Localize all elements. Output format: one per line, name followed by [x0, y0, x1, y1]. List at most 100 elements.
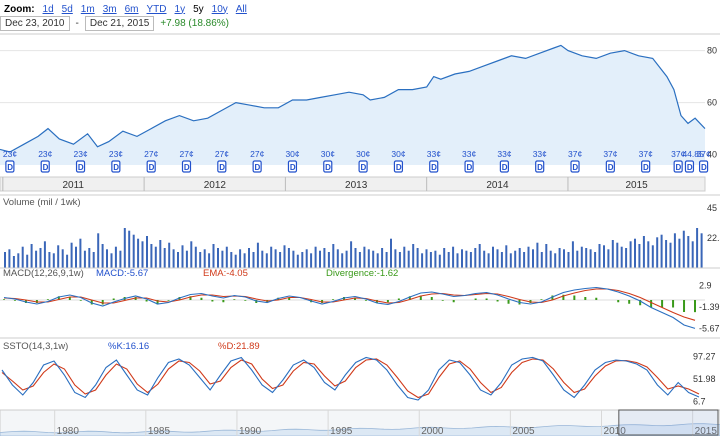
dividend-marker[interactable] [252, 160, 262, 173]
volume-bar [603, 245, 605, 268]
volume-bar [554, 253, 557, 268]
dividend-label: 33¢ [533, 149, 547, 159]
dividend-marker-letter: D [219, 163, 225, 172]
dividend-marker[interactable] [40, 160, 50, 173]
range-end-field[interactable]: Dec 21, 2015 [84, 15, 155, 31]
zoom-option-5y[interactable]: 5y [193, 3, 204, 15]
volume-bar [691, 241, 694, 268]
volume-bar [17, 253, 20, 268]
volume-bar [678, 238, 681, 268]
dividend-marker[interactable] [605, 160, 615, 173]
dividend-marker-letter: D [255, 163, 261, 172]
dividend-marker[interactable] [673, 160, 683, 173]
dividend-label: 23¢ [38, 149, 52, 159]
dividend-marker[interactable] [181, 160, 192, 173]
volume-bar [221, 250, 224, 268]
volume-bar [372, 250, 375, 268]
zoom-option-1m[interactable]: 1m [80, 3, 95, 15]
volume-bar [403, 246, 406, 268]
volume-bar [234, 254, 237, 268]
volume-bar [478, 244, 481, 268]
volume-title: Volume (mil / 1wk) [3, 197, 81, 208]
dividend-marker[interactable] [499, 160, 509, 173]
volume-bar [61, 249, 64, 268]
dividend-marker[interactable] [217, 160, 227, 173]
volume-bar [79, 238, 82, 268]
zoom-bar: Zoom: 1d 5d 1m 3m 6m YTD 1y 5y 10y All [4, 2, 247, 16]
volume-bar [4, 252, 6, 268]
volume-bar [536, 242, 539, 268]
volume-bar [261, 250, 264, 268]
volume-bar [523, 252, 526, 268]
dividend-marker-letter: D [396, 163, 402, 172]
zoom-option-1d[interactable]: 1d [42, 3, 54, 15]
navigator-year-label: 1990 [239, 426, 262, 436]
dividend-marker[interactable] [464, 160, 474, 173]
volume-bar [376, 253, 379, 268]
volume-bar [438, 254, 441, 268]
year-label: 2015 [625, 180, 648, 191]
dividend-marker[interactable] [5, 160, 15, 173]
navigator-window[interactable] [618, 409, 719, 436]
volume-bar [687, 236, 690, 268]
dividend-marker[interactable] [323, 160, 333, 173]
ssto-y-tick: 51.98 [693, 374, 716, 384]
volume-bar [638, 244, 641, 268]
dividend-marker[interactable] [698, 160, 709, 173]
volume-bar [190, 241, 193, 268]
dividend-marker[interactable] [358, 160, 368, 173]
dividend-marker[interactable] [111, 160, 121, 173]
dividend-marker-letter: D [701, 163, 707, 172]
volume-bar [30, 244, 33, 268]
dividend-marker[interactable] [75, 160, 86, 173]
zoom-option-6m[interactable]: 6m [124, 3, 139, 15]
macd-header: MACD(12,26,9,1w) MACD:-5.67 EMA:-4.05 Di… [3, 268, 398, 279]
volume-bar [168, 242, 171, 268]
zoom-option-10y[interactable]: 10y [211, 3, 228, 15]
volume-bar [310, 253, 313, 268]
dividend-marker[interactable] [393, 160, 404, 173]
volume-bar [332, 244, 335, 268]
zoom-option-1y[interactable]: 1y [174, 3, 186, 15]
volume-bar [106, 249, 108, 268]
zoom-option-5d[interactable]: 5d [61, 3, 73, 15]
dividend-marker-letter: D [7, 163, 13, 172]
volume-bar [48, 252, 51, 268]
dividend-marker[interactable] [287, 160, 298, 173]
volume-bar [367, 249, 370, 268]
ssto-y-tick: 97.27 [693, 351, 716, 361]
dividend-marker[interactable] [684, 160, 695, 173]
zoom-options: 1d 5d 1m 3m 6m YTD 1y 5y 10y All [43, 4, 247, 15]
volume-bar [199, 252, 202, 268]
dividend-label: 30¢ [391, 149, 405, 159]
range-start-field[interactable]: Dec 23, 2010 [0, 15, 70, 31]
volume-bar [545, 244, 548, 268]
zoom-option-3m[interactable]: 3m [102, 3, 117, 15]
volume-bar [585, 248, 588, 268]
volume-bar [532, 249, 534, 268]
date-range: Dec 23, 2010 - Dec 21, 2015 +7.98 (18.86… [0, 14, 229, 32]
volume-bar [301, 252, 304, 268]
volume-bar [642, 236, 645, 268]
zoom-option-ytd[interactable]: YTD [146, 3, 167, 15]
volume-bar [252, 252, 255, 268]
volume-bar [456, 253, 459, 268]
volume-bar [75, 246, 77, 268]
dividend-marker[interactable] [535, 160, 545, 173]
dividend-marker[interactable] [641, 160, 651, 173]
ssto-y-tick: 6.7 [693, 397, 706, 407]
dividend-marker[interactable] [429, 160, 439, 173]
volume-bar [323, 248, 326, 268]
navigator-year-label: 2015 [695, 426, 718, 436]
zoom-option-all[interactable]: All [235, 3, 247, 15]
ssto-title: SSTO(14,3,1w) [3, 341, 69, 352]
volume-bar [194, 246, 197, 268]
volume-bar [465, 250, 468, 268]
dividend-marker[interactable] [570, 160, 580, 173]
volume-bar [407, 250, 410, 268]
dividend-marker[interactable] [146, 160, 156, 173]
volume-bar [381, 248, 384, 268]
dividend-label: 30¢ [285, 149, 299, 159]
volume-bar [443, 248, 446, 268]
